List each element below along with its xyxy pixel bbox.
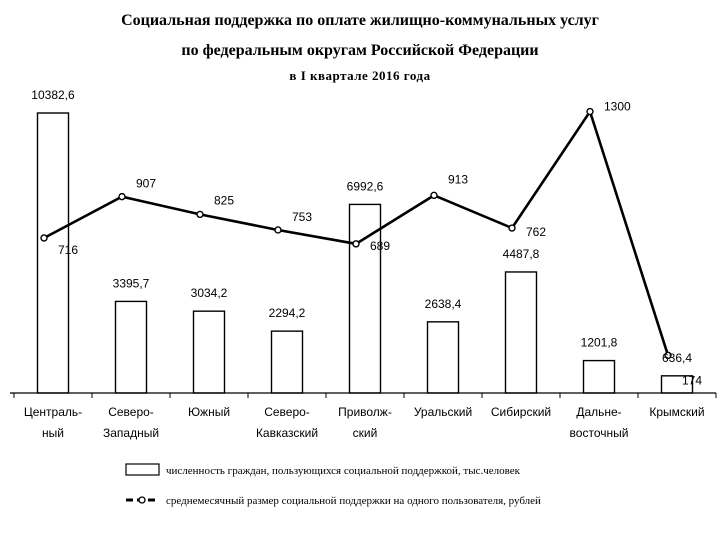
category-label: Южный [188, 405, 230, 419]
chart-title-line1: Социальная поддержка по оплате жилищно-к… [121, 12, 599, 29]
bar [582, 359, 616, 394]
line-value-label: 913 [448, 172, 468, 186]
bar-value-label: 3034,2 [191, 286, 228, 300]
category-label: восточный [570, 426, 629, 440]
category-label: Дальне- [576, 405, 621, 419]
category-label: Уральский [414, 405, 472, 419]
category-label: Кавказский [256, 426, 318, 440]
line-value-label: 762 [526, 225, 546, 239]
bar-value-label: 4487,8 [503, 247, 540, 261]
line-point [508, 224, 516, 232]
legend-bar-label: численность граждан, пользующихся социал… [166, 465, 521, 477]
bar [36, 112, 70, 394]
line-point [118, 192, 126, 201]
category-label: Централь- [24, 405, 82, 419]
line-point [586, 107, 594, 116]
bar-value-label: 2294,2 [269, 306, 306, 320]
bar [114, 300, 148, 394]
category-label: Северо- [108, 405, 154, 419]
bar-value-label: 1201,8 [581, 336, 618, 350]
chart-title-line3: в I квартале 2016 года [289, 68, 431, 83]
line-point [352, 240, 360, 248]
category-label: Западный [103, 426, 159, 440]
line-value-label: 716 [58, 243, 78, 257]
bar-value-label: 2638,4 [425, 297, 462, 311]
legend-line-marker [138, 496, 146, 504]
category-label: Сибирский [491, 405, 551, 419]
chart-title-line2: по федеральным округам Российской Федера… [181, 42, 539, 59]
category-label: Северо- [264, 405, 310, 419]
bar-value-label: 3395,7 [113, 276, 150, 290]
legend-line-label: среднемесячный размер социальной поддерж… [166, 495, 541, 507]
category-label: Приволж- [338, 405, 392, 419]
line-value-label: 907 [136, 177, 156, 191]
category-label: ный [42, 426, 64, 440]
bar [192, 310, 226, 394]
bar [504, 271, 538, 394]
line-point [430, 191, 438, 200]
line-point [274, 226, 282, 234]
bar-value-label: 6992,6 [347, 179, 384, 193]
bar [426, 321, 460, 394]
line-value-label: 825 [214, 193, 234, 207]
line-point [664, 351, 672, 360]
bar-value-label: 636,4 [662, 351, 692, 365]
category-label: Крымский [649, 405, 704, 419]
bar [270, 330, 304, 394]
line-value-label: 174 [682, 373, 702, 387]
line-value-label: 1300 [604, 100, 631, 114]
line-value-label: 689 [370, 239, 390, 253]
line-point [196, 210, 204, 219]
line-value-label: 753 [292, 210, 312, 224]
line-point [40, 234, 48, 242]
legend-bar-swatch [125, 463, 160, 476]
bar-value-label: 10382,6 [31, 88, 75, 102]
category-label: ский [353, 426, 378, 440]
